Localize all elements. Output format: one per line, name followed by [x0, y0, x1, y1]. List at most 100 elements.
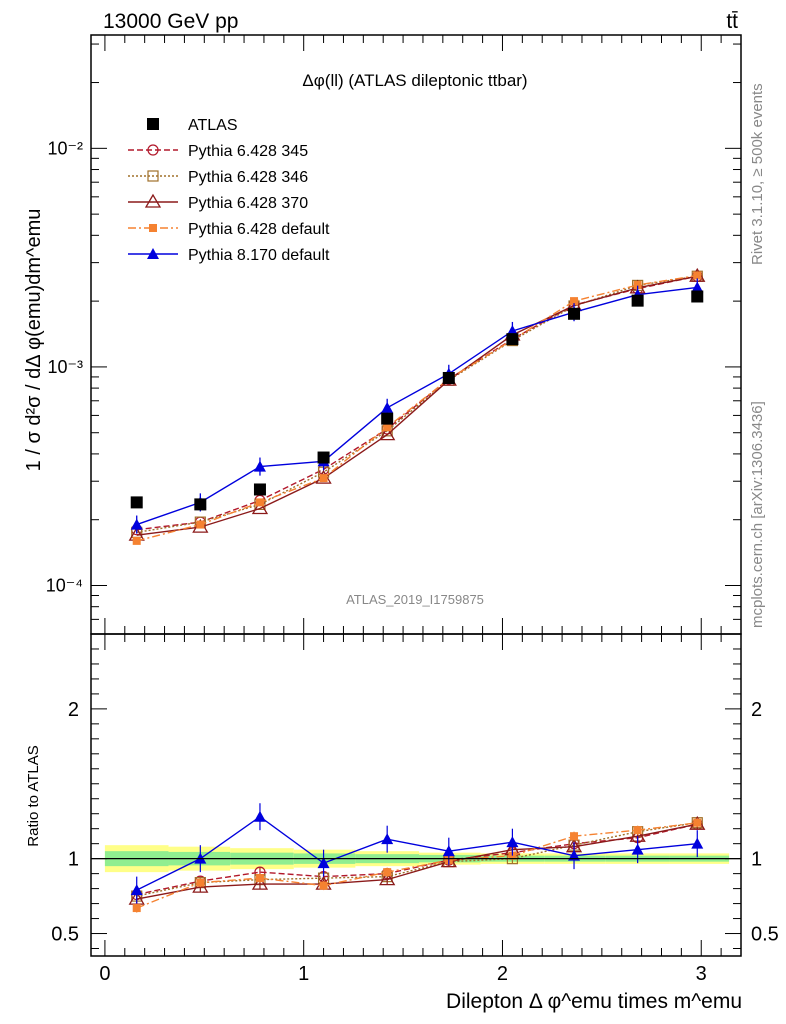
- x-tick-label: 3: [696, 963, 707, 985]
- data-point: [251, 500, 269, 515]
- data-point: [381, 833, 394, 845]
- data-point: [506, 333, 519, 346]
- data-point: [383, 868, 392, 877]
- x-axis-label: Dilepton Δ φ^emu times m^emu: [446, 990, 742, 1013]
- series-line: [136, 286, 698, 526]
- y-tick-label: 10⁻³: [47, 357, 83, 377]
- legend-label: Pythia 6.428 370: [188, 195, 308, 212]
- data-point: [317, 451, 330, 464]
- data-point: [691, 290, 704, 303]
- main-y-axis-label: 1 / σ d²σ / dΔ φ(emu)dm^emu: [23, 209, 45, 472]
- legend-label: Pythia 8.170 default: [188, 247, 330, 264]
- x-tick-label: 1: [298, 963, 309, 985]
- series-line: [136, 275, 698, 536]
- data-point: [251, 875, 269, 890]
- data-point: [379, 426, 396, 441]
- watermark: ATLAS_2019_I1759875: [346, 592, 484, 607]
- data-point: [132, 904, 141, 913]
- data-point: [379, 871, 396, 886]
- data-point: [631, 843, 644, 855]
- legend-marker: [147, 170, 159, 182]
- header-process: 13000 GeV pp: [103, 10, 238, 33]
- legend-entry: Pythia 6.428 346: [128, 169, 308, 186]
- data-point: [130, 496, 143, 509]
- data-point: [633, 826, 642, 835]
- legend-label: Pythia 6.428 default: [188, 221, 330, 238]
- series-line: [136, 822, 698, 909]
- x-tick-label: 2: [497, 963, 508, 985]
- ratio-y-tick-label: 2: [68, 699, 79, 721]
- data-point: [570, 832, 579, 841]
- legend-label: Pythia 6.428 346: [188, 169, 308, 186]
- data-point: [442, 371, 455, 384]
- data-point: [506, 836, 519, 848]
- main-series-pythia-6-428-345: [131, 270, 703, 536]
- data-point: [568, 849, 581, 861]
- data-point: [196, 520, 205, 529]
- series-line: [136, 274, 698, 542]
- data-point: [570, 297, 579, 306]
- data-point: [319, 881, 328, 890]
- data-point: [255, 498, 264, 507]
- data-point: [253, 810, 266, 822]
- data-point: [130, 884, 143, 896]
- ratio-y-tick-label-right: 2: [751, 699, 762, 721]
- data-point: [317, 857, 330, 869]
- legend-label: Pythia 6.428 345: [188, 143, 308, 160]
- data-point: [381, 412, 394, 425]
- ratio-series-pythia-8-170-default: [130, 803, 704, 904]
- legend-marker: [147, 248, 159, 259]
- series-line: [136, 275, 698, 534]
- data-point: [693, 818, 702, 827]
- axes-layer: 10⁻⁴ 10⁻³ 10⁻² 0.5 0.5 1 1 2 2 0 1 2 3: [46, 34, 779, 985]
- data-point: [633, 281, 642, 290]
- legend-marker: [144, 193, 162, 208]
- data-point: [196, 878, 205, 887]
- data-point: [383, 423, 392, 432]
- rivet-label: Rivet 3.1.10, ≥ 500k events: [749, 83, 766, 265]
- legend-entry: Pythia 6.428 345: [128, 143, 308, 160]
- data-point: [194, 498, 207, 511]
- ratio-frame: [90, 633, 742, 957]
- data-point: [132, 536, 141, 545]
- ratio-y-axis-label: Ratio to ATLAS: [25, 745, 42, 846]
- legend-entry: Pythia 6.428 370: [128, 193, 308, 212]
- legend-marker: [147, 144, 159, 156]
- legend-entry: Pythia 6.428 default: [128, 221, 330, 238]
- data-point: [253, 460, 266, 472]
- data-point: [691, 281, 704, 293]
- legend: ATLAS Pythia 6.428 345 Pythia 6.428 346 Pyt…: [128, 117, 330, 264]
- series-line: [136, 815, 698, 891]
- data-point: [693, 271, 702, 280]
- legend-marker: [149, 224, 157, 232]
- main-series-atlas: [130, 290, 704, 511]
- data-point: [381, 401, 394, 413]
- legend-entry: ATLAS: [147, 117, 238, 134]
- header-final-state: tt̄: [726, 10, 738, 33]
- data-point: [319, 474, 328, 483]
- data-point: [691, 837, 704, 849]
- legend-label: ATLAS: [188, 117, 238, 134]
- mcplots-label: mcplots.cern.ch [arXiv:1306.3436]: [749, 401, 766, 628]
- data-point: [130, 518, 143, 530]
- legend-marker: [147, 118, 159, 130]
- ratio-y-tick-label: 1: [68, 849, 79, 871]
- ratio-y-tick-label-right: 0.5: [751, 924, 779, 946]
- data-point: [442, 845, 455, 857]
- data-point: [255, 874, 264, 883]
- series-line: [136, 823, 698, 900]
- series-line: [136, 275, 698, 531]
- data-point: [631, 294, 644, 307]
- data-point: [253, 483, 266, 496]
- main-panel-title: Δφ(ll) (ATLAS dileptonic ttbar): [302, 71, 527, 90]
- y-tick-label: 10⁻²: [47, 138, 83, 158]
- data-point: [568, 307, 581, 320]
- ratio-y-tick-label-right: 1: [751, 849, 762, 871]
- ratio-y-tick-label: 0.5: [51, 924, 79, 946]
- legend-entry: Pythia 8.170 default: [128, 247, 330, 264]
- y-tick-label: 10⁻⁴: [46, 576, 83, 596]
- x-tick-label: 0: [99, 963, 110, 985]
- series-layer: [128, 267, 706, 913]
- series-line: [136, 823, 698, 896]
